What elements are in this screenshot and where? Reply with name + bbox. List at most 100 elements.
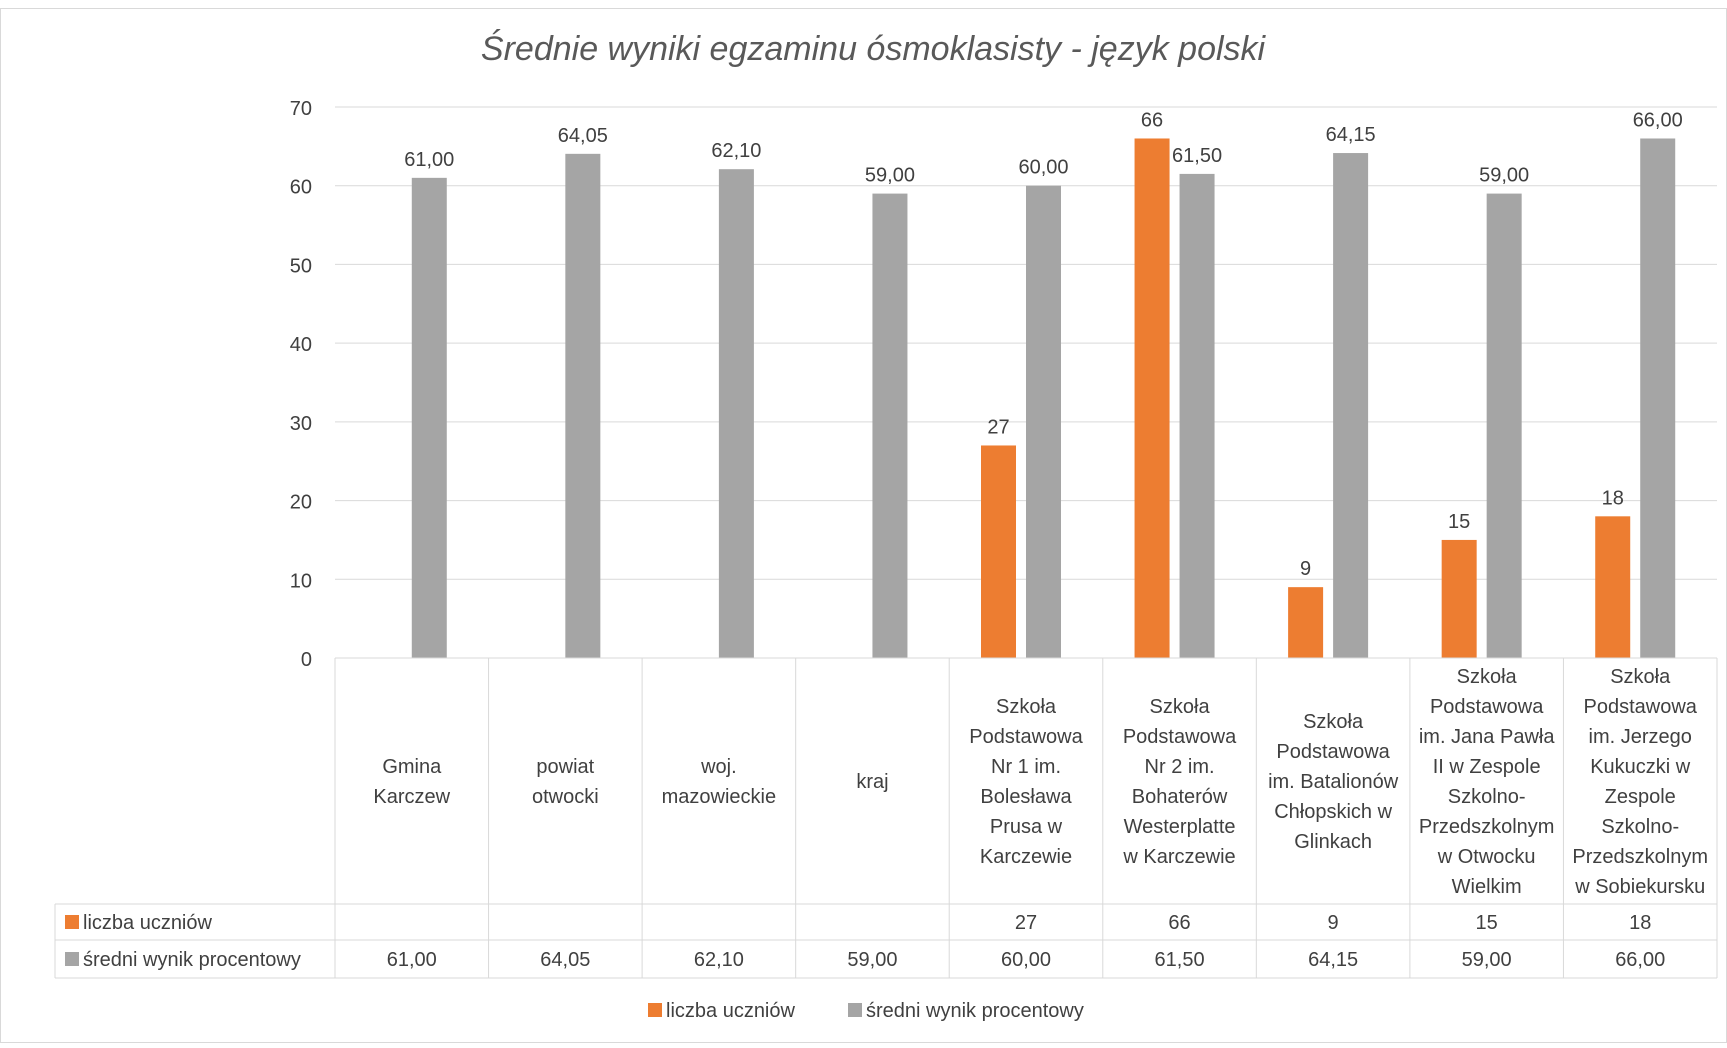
legend-key: [848, 1003, 862, 1017]
bar-sredni-wynik: [1333, 153, 1369, 658]
category-label: Podstawowa: [969, 726, 1083, 748]
category-label: Westerplatte: [1124, 816, 1236, 838]
y-tick-label: 20: [290, 492, 312, 514]
category-label: Podstawowa: [1276, 741, 1390, 763]
data-label: 59,00: [865, 165, 915, 187]
category-label: Przedszkolnym: [1572, 846, 1708, 868]
category-label: Podstawowa: [1584, 696, 1698, 718]
category-label: w Otwocku: [1437, 846, 1536, 868]
category-label: Karczewie: [980, 846, 1072, 868]
category-label: Szkoła: [996, 696, 1057, 718]
table-row-header: średni wynik procentowy: [83, 949, 301, 971]
data-label: 59,00: [1479, 165, 1529, 187]
category-label: Karczew: [373, 786, 450, 808]
category-label: Glinkach: [1294, 831, 1372, 853]
category-label: Kukuczki w: [1590, 756, 1691, 778]
legend: liczba uczniów średni wynik procentowy: [648, 1000, 1084, 1022]
y-tick-label: 40: [290, 334, 312, 356]
bar-labels: 27 66 9 15 18 61,00 64,05 62,10 59,00 60,00 61,50 6…: [404, 109, 1683, 580]
table-cell: 27: [1015, 912, 1037, 934]
chart-title: Średnie wyniki egzaminu ósmoklasisty - j…: [481, 29, 1267, 68]
category-label: Wielkim: [1452, 876, 1522, 898]
bar-liczba-uczniow: [1441, 539, 1477, 658]
bar-liczba-uczniow: [1134, 138, 1170, 658]
bar-sredni-wynik: [565, 153, 601, 658]
table-cell: 59,00: [847, 949, 897, 971]
data-label: 64,15: [1326, 124, 1376, 146]
table-legend-key: [65, 915, 79, 929]
y-tick-label: 0: [301, 649, 312, 671]
bar-sredni-wynik: [1179, 173, 1215, 658]
y-tick-label: 10: [290, 570, 312, 592]
category-label: im. Jana Pawła: [1419, 726, 1555, 748]
data-label: 64,05: [558, 125, 608, 147]
bar-sredni-wynik: [872, 193, 908, 659]
category-label: Przedszkolnym: [1419, 816, 1555, 838]
bar-liczba-uczniow: [1595, 516, 1631, 658]
data-label: 61,50: [1172, 145, 1222, 167]
category-label: Szkoła: [1610, 666, 1671, 688]
data-label: 61,00: [404, 149, 454, 171]
category-label: Bohaterów: [1132, 786, 1228, 808]
category-label: otwocki: [532, 786, 599, 808]
category-label: kraj: [856, 771, 888, 793]
bar-liczba-uczniow: [1288, 587, 1324, 658]
table-cell: 64,15: [1308, 949, 1358, 971]
legend-key: [648, 1003, 662, 1017]
bar-liczba-uczniow: [981, 445, 1016, 658]
table-cell: 64,05: [540, 949, 590, 971]
y-tick-label: 30: [290, 413, 312, 435]
category-label: im. Jerzego: [1589, 726, 1692, 748]
data-label: 66: [1141, 109, 1163, 131]
bar-sredni-wynik: [411, 177, 447, 659]
table-cell: 61,50: [1155, 949, 1205, 971]
data-label: 27: [987, 416, 1009, 438]
table-row-header: liczba uczniów: [83, 912, 213, 934]
category-label: Nr 2 im.: [1145, 756, 1215, 778]
y-tick-label: 60: [290, 177, 312, 199]
y-tick-label: 50: [290, 255, 312, 277]
category-label: mazowieckie: [662, 786, 776, 808]
legend-label: średni wynik procentowy: [866, 1000, 1084, 1022]
bar-sredni-wynik: [1026, 185, 1061, 658]
bar-sredni-wynik: [1486, 193, 1522, 659]
table-cell: 61,00: [387, 949, 437, 971]
category-label: w Karczewie: [1122, 846, 1235, 868]
category-label: Podstawowa: [1430, 696, 1544, 718]
table-cell: 66: [1168, 912, 1190, 934]
data-table: Gmina Karczew powiat otwocki woj. mazowieckie…: [54, 657, 1718, 979]
y-tick-label: 70: [290, 98, 312, 120]
category-label: Prusa w: [990, 816, 1063, 838]
table-legend-key: [65, 952, 79, 966]
bar-sredni-wynik: [718, 169, 754, 659]
data-label: 66,00: [1633, 109, 1683, 131]
table-cell: 62,10: [694, 949, 744, 971]
table-cell: 15: [1476, 912, 1498, 934]
data-label: 15: [1448, 511, 1470, 533]
category-label: Szkoła: [1303, 711, 1364, 733]
chart-border: [0, 8, 1727, 1043]
bars: [411, 138, 1676, 659]
data-label: 9: [1300, 558, 1311, 580]
table-cell: 60,00: [1001, 949, 1051, 971]
category-label: Szkoła: [1457, 666, 1518, 688]
bar-sredni-wynik: [1640, 138, 1676, 658]
category-label: im. Batalionów: [1268, 771, 1399, 793]
category-label: Podstawowa: [1123, 726, 1237, 748]
category-label: Szkolno-: [1601, 816, 1679, 838]
category-label: powiat: [536, 756, 594, 778]
category-label: Zespole: [1605, 786, 1676, 808]
category-label: Chłopskich w: [1274, 801, 1392, 823]
table-cell: 66,00: [1615, 949, 1665, 971]
category-label: Szkolno-: [1448, 786, 1526, 808]
table-cell: 9: [1328, 912, 1339, 934]
data-label: 62,10: [711, 140, 761, 162]
category-label: Szkoła: [1150, 696, 1211, 718]
data-label: 60,00: [1018, 157, 1068, 179]
data-label: 18: [1602, 487, 1624, 509]
y-axis: 0 10 20 30 40 50 60 70: [290, 98, 312, 671]
category-label: Bolesława: [980, 786, 1072, 808]
category-label: II w Zespole: [1433, 756, 1541, 778]
